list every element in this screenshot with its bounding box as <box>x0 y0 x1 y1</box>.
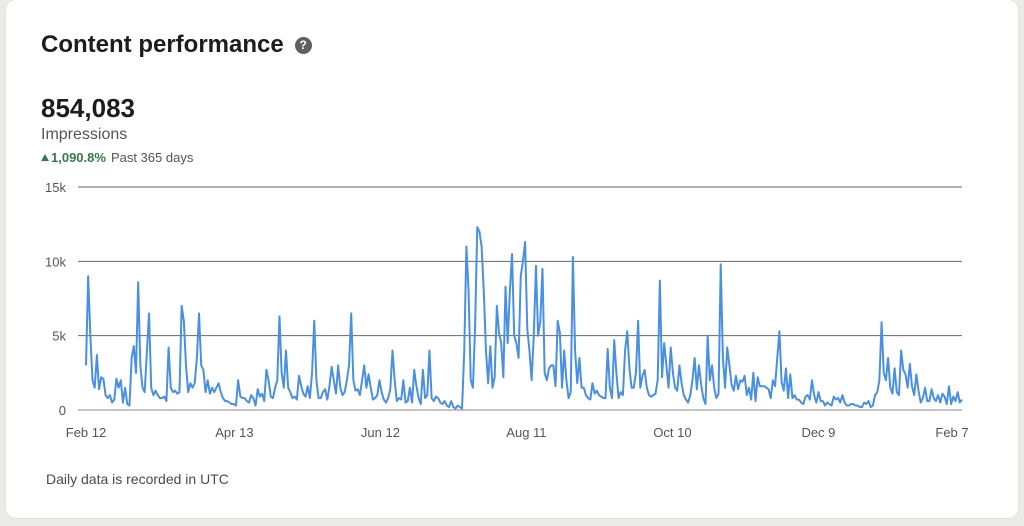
impressions-total: 854,083 <box>41 93 135 123</box>
card-title-text: Content performance <box>41 31 284 58</box>
x-tick-label: Jun 12 <box>361 425 400 440</box>
x-tick-label: Dec 9 <box>801 425 835 440</box>
x-tick-label: Oct 10 <box>653 425 691 440</box>
x-tick-label: Apr 13 <box>215 425 253 440</box>
up-arrow-icon <box>41 154 49 161</box>
help-icon[interactable]: ? <box>294 36 312 54</box>
y-tick-label: 15k <box>45 180 66 195</box>
x-tick-label: Feb 7 <box>935 425 968 440</box>
y-tick-label: 5k <box>52 329 66 344</box>
x-tick-label: Feb 12 <box>66 425 106 440</box>
y-tick-label: 0 <box>59 403 66 418</box>
metric-label: Impressions <box>41 126 128 143</box>
y-tick-label: 10k <box>45 254 66 269</box>
utc-footnote: Daily data is recorded in UTC <box>46 471 229 487</box>
content-performance-card: Content performance ? 854,083 Impression… <box>6 0 1018 518</box>
card-title: Content performance ? <box>41 31 312 59</box>
x-tick-label: Aug 11 <box>506 425 546 440</box>
y-axis-labels: 0 5k 10k 15k <box>45 180 66 418</box>
change-period: Past 365 days <box>110 150 194 165</box>
impressions-series-line <box>85 226 963 410</box>
change-row: 1,090.8% Past 365 days <box>41 150 193 165</box>
x-axis-labels: Feb 12 Apr 13 Jun 12 Aug 11 Oct 10 Dec 9 Feb 7 <box>66 425 969 440</box>
change-percent: 1,090.8% <box>51 150 106 165</box>
